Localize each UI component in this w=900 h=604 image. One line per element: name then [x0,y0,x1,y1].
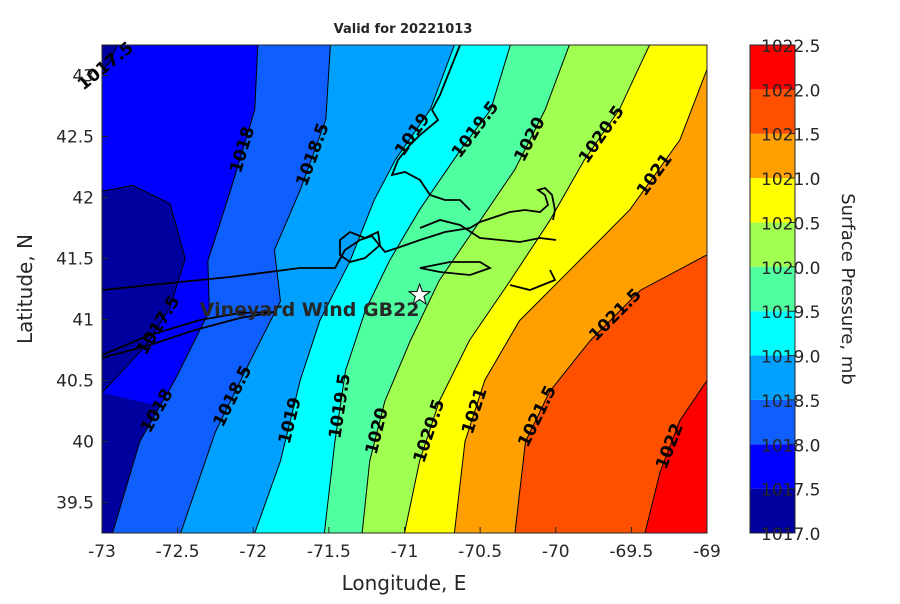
colorbar-frame [749,44,796,534]
x-tick-label: -72.5 [156,542,200,562]
contour-fill [514,254,707,533]
x-tick-label: -69 [693,542,721,562]
colorbar-tick-label: 1019.0 [761,348,820,368]
x-tick-label: -70.5 [458,542,502,562]
colorbar-band [750,399,795,445]
coastline-north [390,45,471,211]
colorbar-tick-label: 1022.5 [761,37,820,57]
contour-fill [644,380,707,533]
contour-line [254,45,455,533]
colorbar-band [750,444,795,489]
coastline-bays [339,219,557,263]
contour-line [514,254,707,533]
colorbar-tick-label: 1020.5 [761,214,820,234]
x-axis-label: Longitude, E [342,571,467,595]
x-tick-label: -70 [542,542,570,562]
contour-line [361,45,570,533]
contour-line [644,380,707,533]
y-axis-label: Latitude, N [13,234,37,344]
y-tick-label: 43 [72,67,94,87]
colorbar-band [750,222,795,267]
colorbar-band [750,311,795,356]
colorbar-tick-label: 1022.0 [761,81,820,101]
colorbar-label: Surface Pressure, mb [837,193,858,385]
coastline-islands [419,261,557,291]
colorbar-band [750,178,795,223]
colorbar-tick-label: 1021.0 [761,170,820,190]
contour-line [453,69,707,533]
contour-lines [102,45,707,533]
x-tick-label: -71 [391,542,419,562]
colorbar-tick-label: 1018.0 [761,436,820,456]
colorbar-band [750,266,795,312]
x-tick-label: -71.5 [307,542,351,562]
y-tick-label: 40.5 [56,372,94,392]
contour-line [323,45,511,533]
y-tick-label: 41.5 [56,250,94,270]
colorbar-tick-label: 1017.5 [761,481,820,501]
colorbar-band [750,133,795,179]
colorbar-band [750,355,795,400]
y-tick-label: 41 [72,311,94,331]
y-tick-label: 40 [72,433,94,453]
x-tick-label: -73 [88,542,116,562]
colorbar-tick-label: 1021.5 [761,126,820,146]
contour-line [112,45,259,533]
colorbar-tick-label: 1017.0 [761,525,820,545]
colorbar-band [750,488,795,533]
colorbar: 1017.0 1017.5 1018.0 1018.5 1019.0 1019.5 1020… [749,37,820,545]
colorbar-tick-label: 1019.5 [761,303,820,323]
contour-line [102,45,186,394]
colorbar-band [750,89,795,134]
x-tick-label: -69.5 [609,542,653,562]
x-tick-label: -72 [239,542,267,562]
coastline-ct [102,186,556,291]
coastline [102,45,557,359]
y-tick-label: 39.5 [56,494,94,514]
site-label: Vineyard Wind GB22 [200,299,420,321]
y-tick-label: 42 [72,189,94,209]
contour-line [180,45,331,533]
colorbar-tick-label: 1020.0 [761,259,820,279]
y-tick-label: 42.5 [56,128,94,148]
contour-line [404,45,650,533]
colorbar-tick-label: 1018.5 [761,392,820,412]
site-marker [407,282,432,306]
contour-fills [102,45,707,533]
chart-title: Valid for 20221013 [334,22,473,37]
colorbar-band [750,45,795,90]
